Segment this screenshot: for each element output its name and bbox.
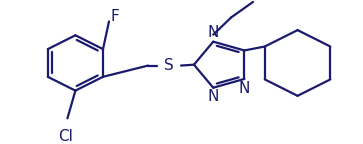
Text: N: N [208, 89, 219, 104]
Text: N: N [208, 25, 219, 40]
Text: Cl: Cl [58, 129, 73, 144]
Text: S: S [164, 58, 174, 73]
Text: N: N [239, 81, 250, 96]
Text: F: F [111, 9, 120, 24]
